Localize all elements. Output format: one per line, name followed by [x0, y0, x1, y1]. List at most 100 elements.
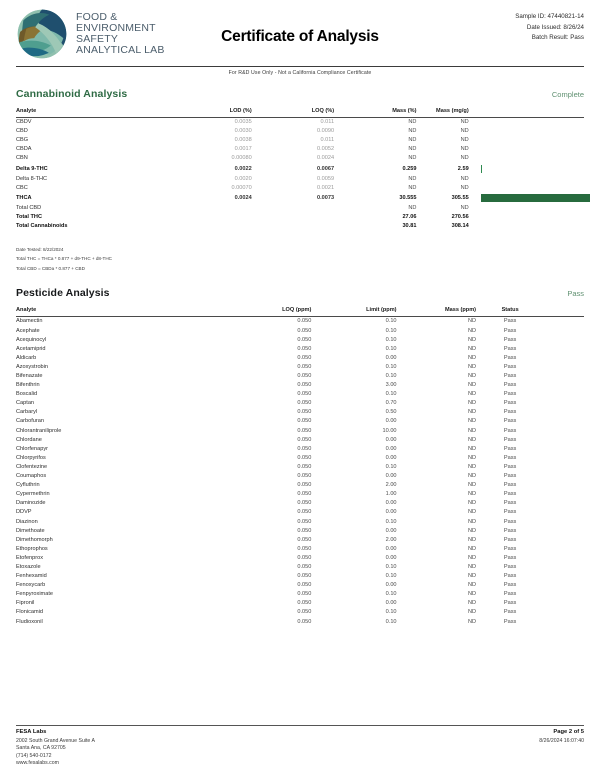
table-row: Diazinon 0.050 0.10 ND Pass: [16, 517, 584, 526]
cell-spacer: [544, 590, 584, 599]
cell-status: Pass: [503, 445, 517, 452]
cell-analyte: Aldicarb: [16, 354, 37, 361]
cell-spacer: [544, 453, 584, 462]
cell-analyte: Abamectin: [16, 318, 43, 325]
cell-loq: 0.050: [297, 582, 312, 589]
cell-limit: 0.10: [385, 618, 397, 625]
cell-mass: 30.81: [402, 223, 417, 230]
cell-loq: 0.050: [297, 445, 312, 452]
pesticide-section-header: Pesticide Analysis Pass: [16, 287, 584, 299]
cell-mass: ND: [467, 582, 477, 589]
cell-limit: 0.00: [385, 582, 397, 589]
cell-limit: 0.10: [385, 609, 397, 616]
cell-limit: 0.00: [385, 436, 397, 443]
cell-limit: 10.00: [382, 427, 397, 434]
cell-loq: 0.050: [297, 554, 312, 561]
cell-mass: ND: [467, 354, 477, 361]
pesticide-status-badge: Pass: [567, 289, 584, 299]
cell-status: Pass: [503, 373, 517, 380]
cell-mass: ND: [408, 146, 417, 153]
cell-loq: 0.050: [297, 391, 312, 398]
cell-analyte: Fenoxycarb: [16, 582, 46, 589]
cell-mass-mgg: 270.56: [451, 213, 469, 220]
table-row: CBDA 0.0017 0.0052 ND ND: [16, 145, 584, 154]
cell-mass: ND: [467, 345, 477, 352]
cell-spacer: [544, 599, 584, 608]
cell-status: Pass: [503, 573, 517, 580]
cell-status: Pass: [503, 491, 517, 498]
cell-loq: 0.050: [297, 418, 312, 425]
cell-spacer: [544, 381, 584, 390]
cell-loq: 0.011: [320, 119, 335, 126]
cannabinoid-table-body: CBDV 0.0035 0.011 ND ND CBD 0.0030 0.0090 ND ND CB…: [16, 117, 590, 231]
table-row: Coumaphos 0.050 0.00 ND Pass: [16, 472, 584, 481]
cell-loq: 0.0073: [316, 194, 335, 201]
cell-mass: ND: [467, 527, 477, 534]
cell-mass: 27.06: [402, 213, 417, 220]
cell-mass: ND: [467, 491, 477, 498]
col-analyte: Analyte: [16, 108, 170, 118]
cell-status: Pass: [503, 400, 517, 407]
cell-spacer: [544, 581, 584, 590]
cell-analyte: Carbofuran: [16, 418, 44, 425]
cell-limit: 0.00: [385, 454, 397, 461]
cell-limit: 0.00: [385, 545, 397, 552]
cell-analyte: CBD: [16, 128, 28, 135]
cell-loq: 0.050: [297, 600, 312, 607]
cell-lod: 0.00070: [231, 184, 252, 191]
cell-loq: 0.050: [297, 327, 312, 334]
cell-mass: ND: [408, 119, 417, 126]
cell-analyte: DDVP: [16, 509, 32, 516]
cell-spacer: [544, 408, 584, 417]
cell-limit: 0.10: [385, 563, 397, 570]
cell-loq: 0.050: [297, 573, 312, 580]
table-row: Total Cannabinoids 30.81 308.14: [16, 222, 584, 231]
col-lod: LOD (%): [169, 108, 252, 118]
cell-spacer: [544, 390, 584, 399]
cell-mass-mgg: ND: [460, 137, 469, 144]
cell-spacer: [544, 562, 584, 571]
cell-analyte: Delta 8-THC: [16, 175, 48, 182]
cell-analyte: Diazinon: [16, 518, 38, 525]
cell-analyte: Chlorfenapyr: [16, 445, 49, 452]
cell-analyte: CBC: [16, 184, 28, 191]
cell-mass-bar: [469, 212, 584, 221]
cell-mass: ND: [467, 482, 477, 489]
cell-limit: 0.00: [385, 600, 397, 607]
cell-analyte: Acetamiprid: [16, 345, 46, 352]
cell-loq: 0.050: [297, 382, 312, 389]
cell-limit: 3.00: [385, 382, 397, 389]
cell-analyte: Acephate: [16, 327, 40, 334]
brand-name-line-1: FOOD &: [76, 10, 118, 23]
lab-website[interactable]: www.fesalabs.com: [16, 760, 59, 767]
cell-spacer: [544, 316, 584, 326]
table-row: Etofenprox 0.050 0.00 ND Pass: [16, 553, 584, 562]
cell-analyte: Azoxystrobin: [16, 363, 49, 370]
cell-analyte: Delta 9-THC: [16, 165, 48, 172]
cell-loq: 0.050: [297, 591, 312, 598]
col-mass: Mass (%): [334, 108, 417, 118]
cell-analyte: Etofenprox: [16, 554, 44, 561]
lab-phone: (714) 540-0172: [16, 752, 52, 759]
cell-limit: 0.10: [385, 573, 397, 580]
cell-mass: ND: [467, 382, 477, 389]
cell-loq: 0.050: [297, 436, 312, 443]
brand-block: FOOD & ENVIRONMENT SAFETY ANALYTICAL LAB: [16, 8, 165, 60]
cell-mass-mgg: ND: [460, 175, 469, 182]
cell-loq: [252, 203, 334, 212]
table-row: Azoxystrobin 0.050 0.10 ND Pass: [16, 362, 584, 371]
cell-mass: ND: [467, 545, 477, 552]
document-header: FOOD & ENVIRONMENT SAFETY ANALYTICAL LAB…: [16, 0, 584, 62]
cell-status: Pass: [503, 354, 517, 361]
table-row: Abamectin 0.050 0.10 ND Pass: [16, 316, 584, 326]
cell-spacer: [544, 371, 584, 380]
cell-status: Pass: [503, 618, 517, 625]
cell-loq: 0.050: [297, 345, 312, 352]
cell-spacer: [544, 526, 584, 535]
document-footer: FESA Labs 2002 South Grand Avenue Suite …: [16, 725, 584, 768]
cell-lod: 0.0024: [234, 194, 252, 201]
cell-mass: ND: [467, 509, 477, 516]
cell-status: Pass: [503, 382, 517, 389]
cell-loq: [252, 212, 334, 221]
cell-spacer: [544, 508, 584, 517]
